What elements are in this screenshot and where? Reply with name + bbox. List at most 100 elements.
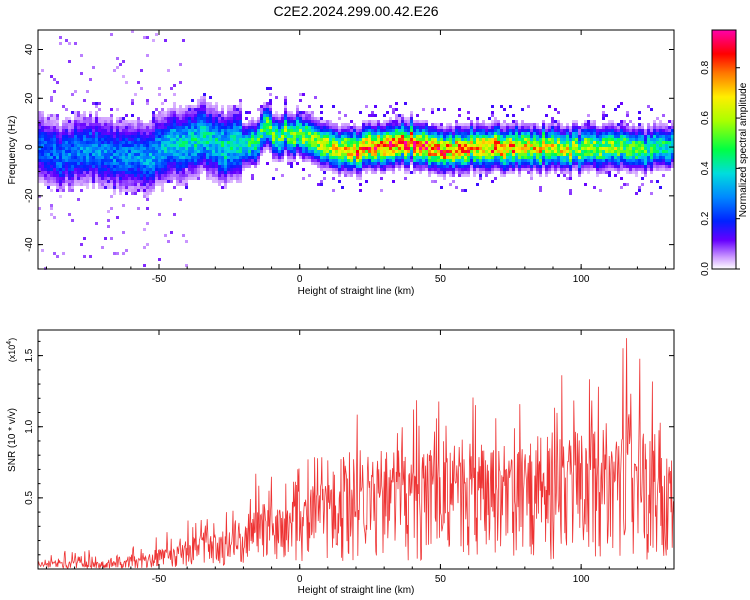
spectrogram-cell xyxy=(296,135,299,138)
spectrogram-cell xyxy=(77,123,80,126)
spectrogram-cell xyxy=(320,138,323,141)
spectrogram-cell xyxy=(656,138,659,141)
spectrogram-cell xyxy=(287,150,290,153)
spectrogram-cell xyxy=(260,114,263,117)
spectrogram-cell xyxy=(191,159,194,162)
spectrogram-cell xyxy=(56,120,59,123)
spectrogram-cell xyxy=(248,129,251,132)
spectrogram-cell xyxy=(410,150,413,153)
spectrogram-cell xyxy=(107,183,110,186)
spectrogram-cell xyxy=(89,147,92,150)
spectrogram-cell xyxy=(98,126,101,129)
spectrogram-cell xyxy=(383,138,386,141)
spectrogram-cell xyxy=(98,162,101,165)
spectrogram-cell xyxy=(623,147,626,150)
spectrogram-cell xyxy=(236,165,239,168)
spectrogram-cell xyxy=(392,123,395,126)
spectrogram-cell xyxy=(389,150,392,153)
spectrogram-cell xyxy=(254,156,257,159)
spectrogram-cell xyxy=(143,171,146,174)
spectrogram-cell xyxy=(482,150,485,153)
spectrogram-cell xyxy=(83,120,86,123)
spectrogram-cell xyxy=(176,171,179,174)
spectrogram-cell xyxy=(128,168,131,171)
spectrogram-cell xyxy=(590,126,593,129)
spectrogram-cell xyxy=(128,126,131,129)
spectrogram-cell xyxy=(413,159,416,162)
spectrogram-cell xyxy=(371,129,374,132)
spectrogram-cell xyxy=(458,162,461,165)
spectrogram-cell xyxy=(50,189,53,192)
spectrogram-cell xyxy=(206,144,209,147)
spectrogram-cell xyxy=(281,114,284,117)
spectrogram-cell xyxy=(302,135,305,138)
spectrogram-cell xyxy=(302,123,305,126)
spectrogram-cell xyxy=(512,159,515,162)
spectrogram-cell xyxy=(197,108,200,111)
spectrogram-cell xyxy=(230,111,233,114)
spectrogram-cell xyxy=(89,126,92,129)
spectrogram-cell xyxy=(200,111,203,114)
spectrogram-cell xyxy=(593,162,596,165)
spectrogram-cell xyxy=(275,96,278,99)
spectrogram-cell xyxy=(404,177,407,180)
spectrogram-cell xyxy=(155,174,158,177)
spectrogram-cell xyxy=(50,132,53,135)
spectrogram-cell xyxy=(293,129,296,132)
spectrogram-cell xyxy=(587,165,590,168)
spectrogram-cell xyxy=(323,132,326,135)
spectrogram-cell xyxy=(371,165,374,168)
spectrogram-cell xyxy=(554,123,557,126)
spectrogram-cell xyxy=(479,144,482,147)
spectrogram-cell xyxy=(176,165,179,168)
spectrogram-cell xyxy=(539,156,542,159)
spectrogram-cell xyxy=(188,162,191,165)
spectrogram-cell xyxy=(323,129,326,132)
spectrogram-cell xyxy=(587,159,590,162)
spectrogram-cell xyxy=(323,147,326,150)
spectrogram-cell xyxy=(335,144,338,147)
spectrogram-cell xyxy=(398,132,401,135)
spectrogram-cell xyxy=(314,126,317,129)
spectrogram-cell xyxy=(320,147,323,150)
spectrogram-cell xyxy=(311,117,314,120)
spectrogram-cell xyxy=(668,153,671,156)
spectrogram-cell xyxy=(131,138,134,141)
spectrogram-cell xyxy=(143,174,146,177)
spectrogram-cell xyxy=(134,123,137,126)
spectrogram-cell xyxy=(83,237,86,240)
spectrogram-cell xyxy=(326,135,329,138)
spectrogram-cell xyxy=(455,156,458,159)
spectrogram-cell xyxy=(653,123,656,126)
spectrogram-cell xyxy=(131,165,134,168)
spectrogram-cell xyxy=(527,144,530,147)
spectrogram-cell xyxy=(344,168,347,171)
spectrogram-cell xyxy=(134,192,137,195)
spectrogram-cell xyxy=(284,96,287,99)
spectrogram-cell xyxy=(236,159,239,162)
spectrogram-cell xyxy=(176,153,179,156)
spectrogram-cell xyxy=(263,126,266,129)
spectrogram-cell xyxy=(329,147,332,150)
spectrogram-cell xyxy=(632,168,635,171)
spectrogram-cell xyxy=(374,126,377,129)
spectrogram-cell xyxy=(248,156,251,159)
spectrogram-cell xyxy=(122,156,125,159)
spectrogram-cell xyxy=(638,150,641,153)
spectrogram-cell xyxy=(482,141,485,144)
spectrogram-cell xyxy=(302,129,305,132)
spectrogram-cell xyxy=(530,174,533,177)
spectrogram-cell xyxy=(371,141,374,144)
spectrogram-cell xyxy=(350,150,353,153)
spectrogram-cell xyxy=(236,180,239,183)
spectrogram-cell xyxy=(455,132,458,135)
spectrogram-cell xyxy=(158,117,161,120)
spectrogram-cell xyxy=(464,156,467,159)
spectrogram-cell xyxy=(59,189,62,192)
spectrogram-cell xyxy=(422,144,425,147)
spectrogram-cell xyxy=(416,147,419,150)
spectrogram-cell xyxy=(635,132,638,135)
spectrogram-cell xyxy=(269,93,272,96)
spectrogram-cell xyxy=(95,129,98,132)
spectrogram-cell xyxy=(578,126,581,129)
